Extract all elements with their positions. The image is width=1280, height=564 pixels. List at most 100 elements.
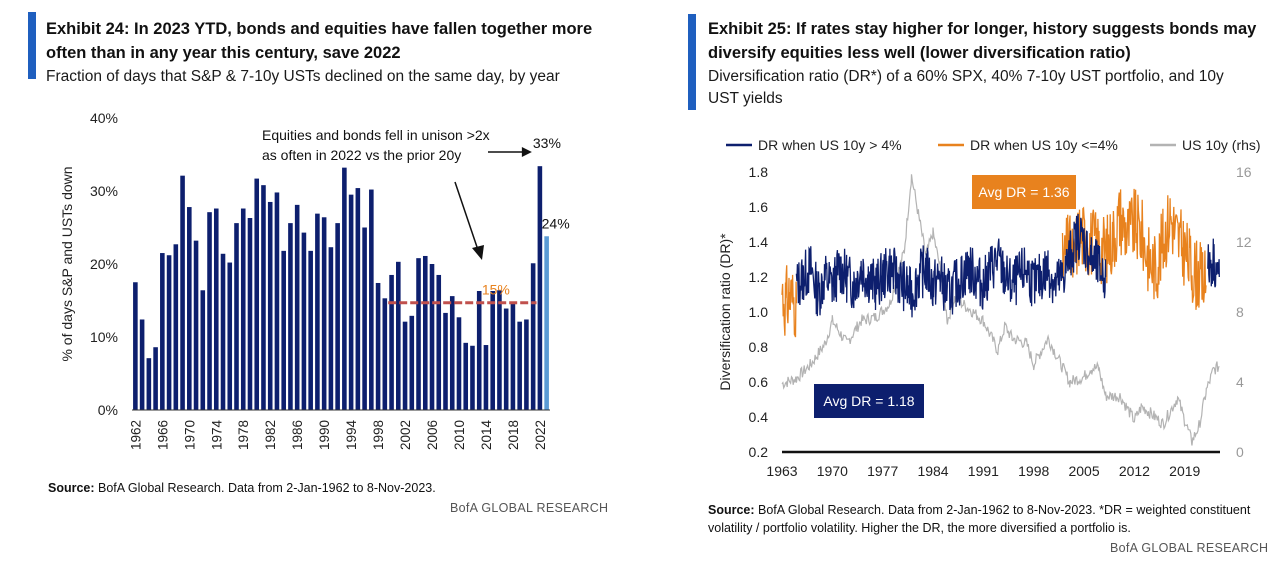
bar xyxy=(402,321,408,410)
bar xyxy=(389,274,394,410)
exhibit-24-title-line1: Exhibit 24: In 2023 YTD, bonds and equit… xyxy=(46,20,593,38)
bar xyxy=(530,263,536,410)
bar xyxy=(449,296,455,410)
x-tick-label: 1998 xyxy=(371,420,386,450)
bar xyxy=(443,312,448,410)
y-left-axis-title: Diversification ratio (DR)* xyxy=(717,233,733,391)
x-tick-label: 1990 xyxy=(317,420,332,450)
bar xyxy=(193,240,199,410)
exhibit-25-panel: Exhibit 25: If rates stay higher for lon… xyxy=(640,0,1280,564)
bar xyxy=(294,204,300,410)
x-tick-label: 2012 xyxy=(1119,463,1150,479)
bar xyxy=(436,274,442,410)
y-left-tick-label: 1.8 xyxy=(749,164,769,180)
y-right-tick-label: 0 xyxy=(1236,444,1244,460)
y-right-tick-label: 16 xyxy=(1236,164,1252,180)
bar xyxy=(180,175,185,410)
bar xyxy=(544,236,549,410)
legend-label-gray: US 10y (rhs) xyxy=(1182,137,1261,153)
x-tick-label: 1977 xyxy=(867,463,898,479)
bar xyxy=(348,194,354,410)
bar xyxy=(355,188,361,410)
y-right-tick-label: 12 xyxy=(1236,234,1252,250)
exhibit-24-subtitle: Fraction of days that S&P & 7-10y USTs d… xyxy=(46,68,560,85)
y-left-tick-label: 0.4 xyxy=(749,409,769,425)
bar xyxy=(315,213,320,410)
x-tick-label: 1994 xyxy=(344,419,359,450)
y-left-tick-label: 1.6 xyxy=(749,199,769,215)
series-line-us10y xyxy=(781,174,1220,446)
x-tick-label: 1963 xyxy=(766,463,797,479)
exhibit-25-source-line1: Source: BofA Global Research. Data from … xyxy=(708,502,1250,519)
bar xyxy=(362,227,367,410)
annotation-arrowhead xyxy=(472,245,484,260)
bar xyxy=(288,223,293,410)
bar xyxy=(335,223,340,410)
exhibit-25-title-line2: diversify equities less well (lower dive… xyxy=(708,44,1131,62)
series-line-dr-high-rate xyxy=(795,213,1220,318)
x-tick-label: 1974 xyxy=(209,419,224,450)
bar xyxy=(173,244,179,410)
bar xyxy=(476,291,482,410)
avg-dr-box-navy xyxy=(814,384,924,418)
x-tick-label: 2019 xyxy=(1169,463,1200,479)
exhibit-24-source: Source: BofA Global Research. Data from … xyxy=(48,480,436,497)
bofa-brand-left: BofA GLOBAL RESEARCH xyxy=(450,501,609,515)
x-tick-label: 2018 xyxy=(506,420,521,450)
y-left-tick-label: 0.6 xyxy=(749,374,769,390)
exhibit-25-subtitle-line1: Diversification ratio (DR*) of a 60% SPX… xyxy=(708,68,1224,85)
legend-label-orange: DR when US 10y <=4% xyxy=(970,137,1118,153)
exhibit-25-source-line2: volatility / portfolio volatility. Highe… xyxy=(708,521,1131,535)
y-left-tick-label: 1.4 xyxy=(749,234,769,250)
source-label: Source: xyxy=(48,481,95,495)
exhibit-25-subtitle-line2: UST yields xyxy=(708,90,783,107)
bar xyxy=(369,189,374,410)
bar xyxy=(497,290,502,410)
x-tick-label: 2022 xyxy=(533,420,548,450)
annotation-arrowhead xyxy=(521,147,532,157)
exhibit-accent-bar xyxy=(28,12,36,79)
bar xyxy=(207,212,212,410)
bar xyxy=(301,232,307,410)
y-right-tick-label: 8 xyxy=(1236,304,1244,320)
bar xyxy=(200,290,206,410)
source-label: Source: xyxy=(708,503,755,517)
x-tick-label: 2014 xyxy=(479,419,494,450)
bar xyxy=(375,282,381,410)
annotation-text: Equities and bonds fell in unison >2x xyxy=(262,127,490,143)
y-tick-label: 0% xyxy=(98,402,118,418)
bar xyxy=(146,358,152,410)
x-tick-label: 1970 xyxy=(817,463,848,479)
y-tick-label: 20% xyxy=(90,256,118,272)
y-left-tick-label: 0.8 xyxy=(749,339,769,355)
bar xyxy=(187,207,192,410)
x-tick-label: 2006 xyxy=(425,420,440,450)
x-tick-label: 1986 xyxy=(290,420,305,450)
y-left-tick-label: 1.0 xyxy=(749,304,769,320)
bar-chart: 0% 10% 20% 30% 40% % of days S&P and USTs dow… xyxy=(59,110,570,450)
bar xyxy=(470,345,475,410)
bar xyxy=(429,264,435,410)
y-axis-title: % of days S&P and USTs down xyxy=(59,166,75,361)
bar xyxy=(416,258,421,410)
x-tick-label: 1962 xyxy=(128,420,143,450)
x-tick-label: 2002 xyxy=(398,420,413,450)
x-tick-label: 1966 xyxy=(155,420,170,450)
y-left-tick-label: 1.2 xyxy=(749,269,769,285)
bar xyxy=(490,291,495,410)
bar xyxy=(308,250,313,410)
bar xyxy=(342,167,347,410)
exhibit-24-title-line2: often than in any year this century, sav… xyxy=(46,44,401,62)
annotation-text: as often in 2022 vs the prior 20y xyxy=(262,147,461,163)
y-tick-label: 40% xyxy=(90,110,118,126)
average-label: 15% xyxy=(482,282,510,298)
line-chart: DR when US 10y > 4% DR when US 10y <=4% US… xyxy=(717,137,1261,479)
bar xyxy=(281,250,286,410)
x-tick-label: 2010 xyxy=(452,420,467,450)
exhibit-25-title-line1: Exhibit 25: If rates stay higher for lon… xyxy=(708,20,1257,38)
y-left-tick-label: 0.2 xyxy=(749,444,769,460)
bar xyxy=(227,262,233,410)
data-label-2022: 33% xyxy=(533,135,561,151)
bar xyxy=(166,255,172,410)
y-tick-label: 10% xyxy=(90,329,118,345)
